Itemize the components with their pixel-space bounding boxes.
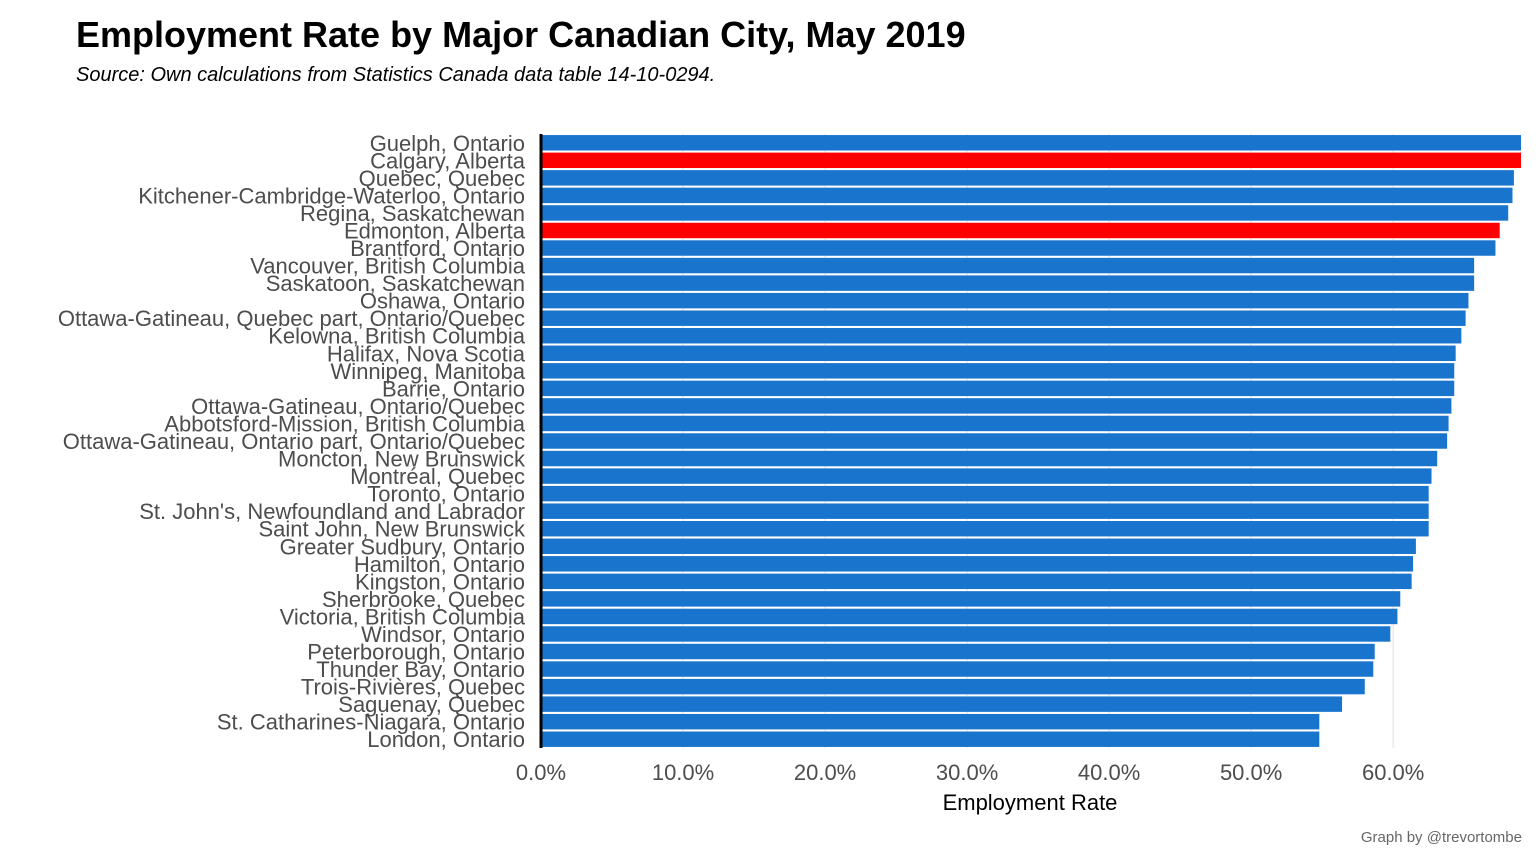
category-label: Ottawa-Gatineau, Quebec part, Ontario/Qu… [58, 306, 525, 331]
bar [541, 187, 1513, 204]
category-label: Thunder Bay, Ontario [316, 657, 525, 682]
x-tick-label: 50.0% [1220, 760, 1282, 785]
bars [541, 135, 1521, 747]
bar [541, 731, 1320, 747]
credit-note: Graph by @trevortombe [1360, 829, 1522, 846]
category-label: Saint John, New Brunswick [258, 517, 526, 542]
category-label: St. John's, Newfoundland and Labrador [139, 499, 525, 524]
category-label: Barrie, Ontario [382, 376, 525, 401]
category-label: Halifax, Nova Scotia [327, 341, 526, 366]
category-label: Oshawa, Ontario [360, 289, 525, 314]
bar [541, 503, 1429, 519]
category-label: Saskatoon, Saskatchewan [266, 271, 525, 296]
bar [541, 573, 1412, 590]
bar [541, 661, 1374, 677]
bar [541, 152, 1521, 169]
category-label: Trois-Rivières, Quebec [301, 675, 525, 700]
bar [541, 485, 1429, 502]
x-tick-label: 10.0% [652, 760, 714, 785]
category-label: Moncton, New Brunswick [278, 447, 526, 472]
chart-subtitle: Source: Own calculations from Statistics… [76, 64, 716, 86]
bar [541, 520, 1429, 537]
category-label: Quebec, Quebec [359, 166, 525, 191]
bar [541, 310, 1466, 326]
x-tick-label: 30.0% [936, 760, 998, 785]
category-label: Kelowna, British Columbia [268, 324, 526, 349]
bar [541, 328, 1462, 344]
x-tick-label: 40.0% [1078, 760, 1140, 785]
bar [541, 275, 1475, 291]
x-tick-label: 0.0% [516, 760, 566, 785]
category-label: Saguenay, Quebec [338, 692, 525, 717]
bar [541, 170, 1514, 186]
bar [541, 608, 1398, 625]
bar [541, 205, 1509, 221]
category-label: Abbotsford-Mission, British Columbia [164, 411, 525, 436]
category-label: Edmonton, Alberta [344, 218, 526, 243]
bar [541, 135, 1521, 151]
category-label: Hamilton, Ontario [354, 552, 525, 577]
category-label: Kingston, Ontario [355, 569, 525, 594]
bar [541, 643, 1375, 660]
bar [541, 626, 1391, 642]
bar [541, 433, 1448, 449]
bar [541, 345, 1456, 362]
category-label: Ottawa-Gatineau, Ontario part, Ontario/Q… [63, 429, 525, 454]
bar [541, 468, 1432, 484]
bar [541, 257, 1475, 274]
bar [541, 398, 1452, 414]
category-label: Sherbrooke, Quebec [322, 587, 525, 612]
category-label: Vancouver, British Columbia [250, 254, 525, 279]
bar [541, 696, 1343, 712]
category-label: Brantford, Ontario [350, 236, 525, 261]
category-label: Peterborough, Ontario [307, 640, 525, 665]
bar [541, 292, 1469, 309]
chart-title: Employment Rate by Major Canadian City, … [76, 14, 966, 55]
category-label: London, Ontario [367, 727, 525, 752]
category-label: Winnipeg, Manitoba [331, 359, 526, 384]
x-tick-labels: 0.0% 10.0% 20.0% 30.0% 40.0% 50.0% 60.0% [516, 760, 1424, 785]
category-label: Ottawa-Gatineau, Ontario/Quebec [191, 394, 525, 419]
bar [541, 380, 1455, 397]
bar [541, 556, 1414, 572]
category-label: Victoria, British Columbia [280, 604, 526, 629]
bar [541, 363, 1455, 379]
bar [541, 713, 1320, 730]
category-label: Toronto, Ontario [367, 482, 525, 507]
category-label: Calgary, Alberta [370, 148, 526, 173]
category-label: Montréal, Quebec [350, 464, 525, 489]
bar [541, 222, 1500, 239]
bar [541, 450, 1438, 467]
bar [541, 415, 1449, 432]
bar [541, 678, 1365, 695]
x-tick-label: 60.0% [1362, 760, 1424, 785]
category-label: Kitchener-Cambridge-Waterloo, Ontario [138, 183, 525, 208]
category-label: Greater Sudbury, Ontario [280, 534, 525, 559]
x-tick-label: 20.0% [794, 760, 856, 785]
bar [541, 240, 1496, 256]
x-axis-title: Employment Rate [943, 790, 1118, 815]
bar [541, 538, 1416, 554]
category-label: Windsor, Ontario [361, 622, 525, 647]
category-label: Regina, Saskatchewan [300, 201, 525, 226]
category-label: St. Catharines-Niagara, Ontario [217, 710, 525, 735]
category-label: Guelph, Ontario [370, 131, 525, 156]
bar [541, 591, 1401, 607]
